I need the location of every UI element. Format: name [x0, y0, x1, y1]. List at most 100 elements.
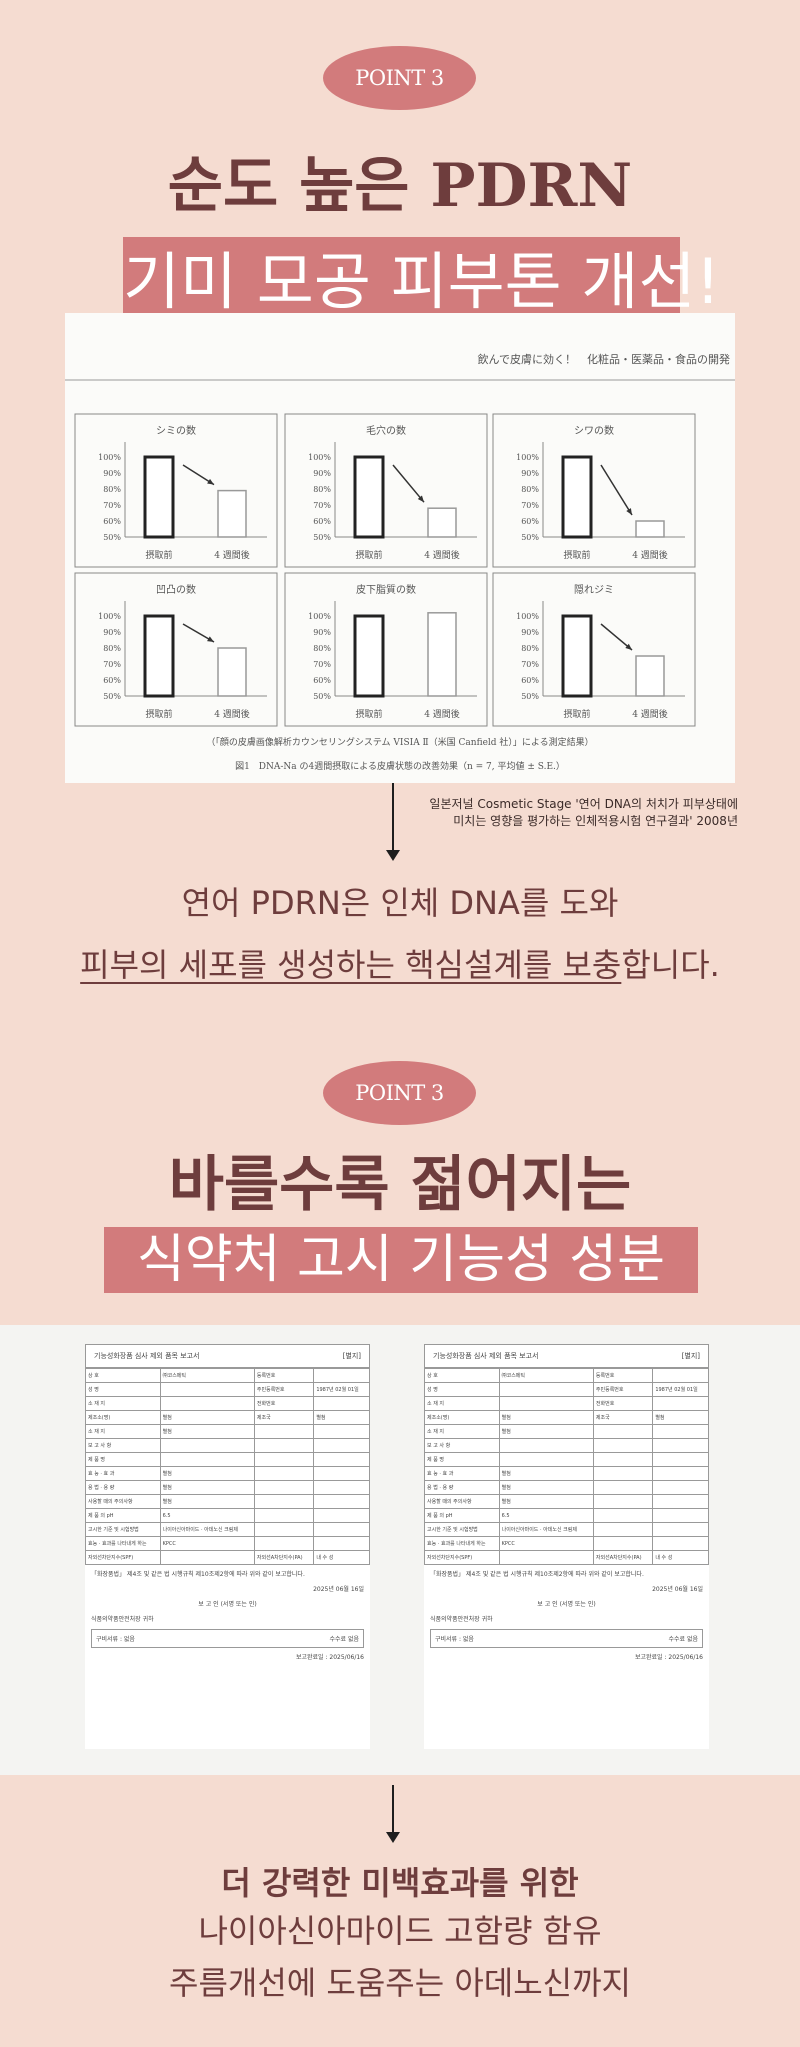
- document-cell: [652, 1508, 709, 1523]
- document-row: 성 명 주민등록번호 1987년 02월 01일: [424, 1382, 709, 1397]
- y-tick-label: 50%: [313, 533, 331, 542]
- down-arrow-icon: [386, 850, 400, 861]
- document-cell: 효 능 · 효 과: [85, 1466, 161, 1481]
- panel-title: シワの数: [574, 424, 614, 437]
- benefit-line-2: 나이아신아마이드 고함량 함유: [198, 1912, 602, 1950]
- document-row: 제 품 의 pH 6.5: [424, 1508, 709, 1523]
- y-tick-label: 80%: [313, 644, 331, 653]
- document-cell: 제조국: [592, 1410, 654, 1425]
- document-cell: 자외선차단지수(SPF): [424, 1550, 500, 1565]
- y-tick-label: 80%: [103, 644, 121, 653]
- report-date: 2025년 06월 16일: [313, 1586, 364, 1593]
- reporter: 보 고 인: [198, 1601, 219, 1608]
- document-row: 고시한 기준 및 시험방법 나이아신아마이드 · 아데노신 크림제: [85, 1522, 370, 1537]
- document-cell: 보 고 사 항: [85, 1438, 161, 1453]
- document-cell: [592, 1452, 654, 1467]
- chart-panel: [74, 572, 278, 727]
- report-date: 2025년 06월 16일: [652, 1586, 703, 1593]
- document-cell: 제조소(명): [85, 1410, 161, 1425]
- document-cell: [498, 1438, 594, 1453]
- document-cell: 별첨: [159, 1480, 255, 1495]
- body-text-line-1: 연어 PDRN은 인체 DNA를 도와: [181, 884, 619, 922]
- document-cell: [253, 1522, 315, 1537]
- document-row: 보 고 사 항: [85, 1438, 370, 1453]
- document-cell: 자외선A차단지수(PA): [592, 1550, 654, 1565]
- bar-before: [143, 614, 175, 698]
- document-cell: 소 재 지: [85, 1424, 161, 1439]
- document-cell: [313, 1452, 370, 1467]
- document-cell: [652, 1466, 709, 1481]
- document-cell: [253, 1452, 315, 1467]
- y-tick-label: 90%: [313, 628, 331, 637]
- document-cell: 별첨: [498, 1466, 594, 1481]
- document-row: 상 호 ㈜코스메틱 등록번호: [424, 1368, 709, 1383]
- document-cell: [592, 1536, 654, 1551]
- document-footer: 「화장품법」 제4조 및 같은 법 시행규칙 제10조제2항에 따라 위와 같이…: [424, 1565, 709, 1665]
- document-cell: [652, 1536, 709, 1551]
- document-cell: 별첨: [159, 1494, 255, 1509]
- chart-panel: [284, 572, 488, 727]
- document-cell: [652, 1480, 709, 1495]
- document-cell: 주민등록번호: [253, 1382, 315, 1397]
- chart-header: 飲んで皮膚に効く！ 化粧品・医薬品・食品の開発: [478, 352, 730, 366]
- document-cell: [159, 1382, 255, 1397]
- decrease-arrow: [600, 464, 633, 516]
- x-tick-label: 4 週間後: [632, 708, 668, 720]
- document-cell: [159, 1396, 255, 1411]
- document-tag: [별지]: [342, 1352, 361, 1360]
- document-cell: 상 호: [85, 1368, 161, 1383]
- document-cell: [313, 1480, 370, 1495]
- y-tick-label: 70%: [521, 501, 539, 510]
- document-cell: 제 품 의 pH: [424, 1508, 500, 1523]
- bar-after: [635, 655, 665, 697]
- document-cell: 소 재 지: [424, 1396, 500, 1411]
- y-tick-label: 70%: [313, 501, 331, 510]
- document-cell: [652, 1452, 709, 1467]
- y-tick-label: 100%: [308, 612, 331, 621]
- point-badge: POINT 3: [323, 46, 476, 110]
- bar-before: [143, 455, 175, 539]
- panel-title: シミの数: [156, 424, 196, 437]
- y-tick-label: 100%: [516, 612, 539, 621]
- panel-title: 皮下脂質の数: [356, 583, 416, 596]
- document-cell: [313, 1466, 370, 1481]
- y-tick-label: 60%: [521, 517, 539, 526]
- document-cell: 별첨: [498, 1410, 594, 1425]
- y-tick-label: 100%: [308, 453, 331, 462]
- chart-panel: [492, 572, 696, 727]
- document-cell: [159, 1452, 255, 1467]
- reporter-line: 보 고 인 (서명 또는 인): [91, 1599, 364, 1608]
- document-cell: [253, 1536, 315, 1551]
- document-cell: 효능 · 효과를 나타내게 하는: [424, 1536, 500, 1551]
- document-row: 효능 · 효과를 나타내게 하는 KPCC: [424, 1536, 709, 1551]
- document-cell: [313, 1424, 370, 1439]
- bar-before: [353, 455, 385, 539]
- highlight-headline-2: 식약처 고시 기능성 성분: [104, 1227, 698, 1293]
- headline: 순도 높은 PDRN: [167, 151, 633, 221]
- document-cell: [592, 1522, 654, 1537]
- document-cell: 사용할 때의 주의사항: [85, 1494, 161, 1509]
- document-cell: 1987년 02월 01일: [652, 1382, 709, 1397]
- document-row: 소 재 지 전화번호: [424, 1396, 709, 1411]
- report-documents: 기능성화장품 심사 제외 품목 보고서 [별지] 상 호 ㈜코스메틱 등록번호 성 명 주민…: [0, 1325, 800, 1775]
- document-footer: 「화장품법」 제4조 및 같은 법 시행규칙 제10조제2항에 따라 위와 같이…: [85, 1565, 370, 1665]
- bar-after: [427, 507, 457, 538]
- document-row: 성 명 주민등록번호 1987년 02월 01일: [85, 1382, 370, 1397]
- y-tick-label: 100%: [98, 453, 121, 462]
- document-row: 효능 · 효과를 나타내게 하는 KPCC: [85, 1536, 370, 1551]
- document-row: 자외선차단지수(SPF) 자외선A차단지수(PA) 내 수 성: [424, 1550, 709, 1565]
- document-cell: 보 고 사 항: [424, 1438, 500, 1453]
- y-tick-label: 100%: [516, 453, 539, 462]
- x-tick-label: 摂取前: [355, 708, 382, 720]
- y-tick-label: 60%: [313, 517, 331, 526]
- attachment: 구비서류 : 없음: [435, 1636, 474, 1643]
- y-tick-label: 60%: [103, 517, 121, 526]
- document-cell: 고시한 기준 및 시험방법: [85, 1522, 161, 1537]
- document-row: 제 품 명: [424, 1452, 709, 1467]
- document-cell: 6.5: [498, 1508, 594, 1523]
- document-row: 제 품 명: [85, 1452, 370, 1467]
- document-cell: 용 법 · 용 량: [424, 1480, 500, 1495]
- x-tick-label: 摂取前: [145, 549, 172, 561]
- x-tick-label: 摂取前: [355, 549, 382, 561]
- point-badge-label: POINT 3: [355, 66, 444, 90]
